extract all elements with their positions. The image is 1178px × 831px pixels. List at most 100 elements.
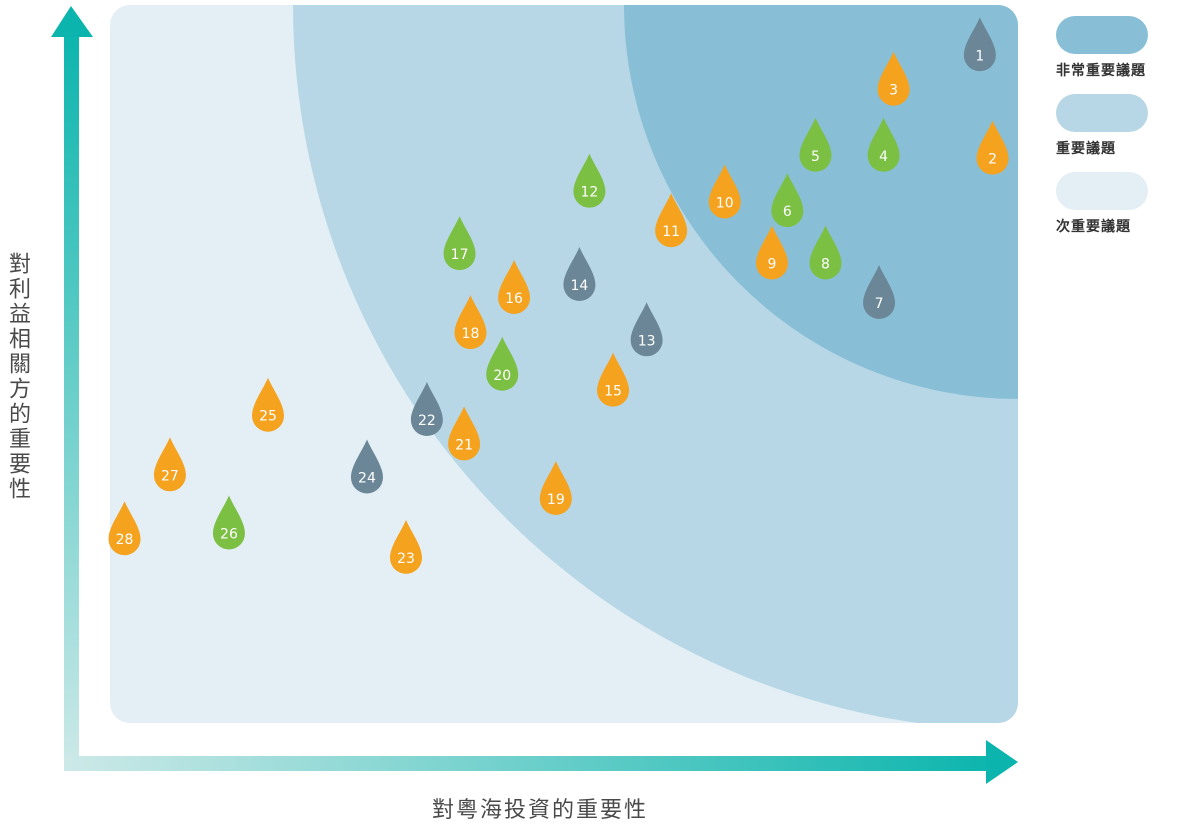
x-axis (64, 740, 1018, 784)
data-point-16: 16 (498, 259, 531, 314)
data-point-marker (809, 225, 842, 280)
data-point-22: 22 (410, 382, 443, 437)
data-point-label: 11 (662, 224, 680, 240)
data-point-4: 4 (867, 117, 900, 172)
data-point-label: 2 (988, 152, 997, 168)
data-point-marker (486, 336, 519, 391)
legend-swatch-secondary (1056, 172, 1148, 210)
x-axis-line (64, 756, 996, 771)
y-axis-line (64, 30, 79, 770)
legend-swatch-important (1056, 94, 1148, 132)
data-point-label: 12 (581, 185, 599, 201)
data-point-23: 23 (390, 519, 423, 574)
data-point-label: 25 (259, 409, 277, 425)
data-point-17: 17 (443, 216, 476, 271)
data-point-11: 11 (655, 193, 688, 248)
data-point-marker (410, 382, 443, 437)
x-axis-arrow (986, 740, 1018, 784)
data-point-label: 16 (505, 291, 523, 307)
data-point-marker (251, 377, 284, 432)
data-point-marker (573, 153, 606, 208)
y-axis (51, 6, 93, 770)
data-point-28: 28 (108, 501, 141, 556)
legend-label-secondary: 次重要議題 (1056, 219, 1131, 235)
data-point-marker (448, 406, 481, 461)
data-point-marker (863, 264, 896, 319)
data-point-3: 3 (877, 51, 910, 106)
legend-swatch-very-important (1056, 16, 1148, 54)
data-point-marker (630, 302, 663, 357)
data-point-marker (212, 495, 245, 550)
data-point-24: 24 (350, 439, 383, 494)
data-point-marker (153, 437, 186, 492)
data-point-label: 20 (493, 368, 511, 384)
data-point-label: 27 (161, 468, 179, 484)
data-point-label: 9 (767, 256, 776, 272)
data-point-label: 22 (418, 413, 436, 429)
data-point-marker (539, 460, 572, 515)
data-point-9: 9 (755, 225, 788, 280)
plot-area (110, 5, 1018, 723)
data-point-label: 10 (716, 195, 734, 211)
data-point-label: 21 (455, 437, 473, 453)
data-point-label: 17 (451, 247, 469, 263)
legend: 非常重要議題 重要議題 次重要議題 (1056, 16, 1176, 250)
data-point-marker (108, 501, 141, 556)
data-point-18: 18 (454, 295, 487, 350)
data-point-label: 13 (638, 333, 656, 349)
data-point-marker (655, 193, 688, 248)
data-point-label: 8 (821, 256, 830, 272)
data-point-13: 13 (630, 302, 663, 357)
data-point-25: 25 (251, 377, 284, 432)
data-point-12: 12 (573, 153, 606, 208)
data-point-10: 10 (708, 164, 741, 219)
data-point-marker (454, 295, 487, 350)
data-point-label: 15 (604, 384, 622, 400)
data-point-26: 26 (212, 495, 245, 550)
data-point-label: 23 (397, 551, 415, 567)
legend-label-very-important: 非常重要議題 (1056, 63, 1146, 79)
data-point-marker (563, 247, 596, 302)
legend-item-secondary: 次重要議題 (1056, 172, 1176, 236)
data-point-14: 14 (563, 247, 596, 302)
y-axis-arrow (51, 6, 93, 37)
data-point-label: 5 (811, 149, 820, 165)
data-point-marker (597, 352, 630, 407)
data-point-15: 15 (597, 352, 630, 407)
data-point-label: 14 (571, 278, 589, 294)
data-point-7: 7 (863, 264, 896, 319)
data-point-marker (390, 519, 423, 574)
data-point-21: 21 (448, 406, 481, 461)
data-point-20: 20 (486, 336, 519, 391)
data-points: 1234567891011121314151617181920212223242… (108, 17, 1009, 574)
data-point-label: 28 (116, 532, 134, 548)
legend-item-very-important: 非常重要議題 (1056, 16, 1176, 80)
data-point-label: 18 (462, 326, 480, 342)
data-point-marker (708, 164, 741, 219)
x-axis-label: 對粵海投資的重要性 (431, 798, 648, 823)
data-point-label: 19 (547, 492, 565, 508)
data-point-marker (443, 216, 476, 271)
data-point-marker (771, 173, 804, 228)
legend-label-important: 重要議題 (1056, 141, 1116, 157)
data-point-label: 6 (783, 204, 792, 220)
data-point-marker (877, 51, 910, 106)
data-point-6: 6 (771, 173, 804, 228)
data-point-8: 8 (809, 225, 842, 280)
data-point-2: 2 (976, 120, 1009, 175)
data-point-marker (976, 120, 1009, 175)
y-axis-label: 對利益相關方的重要性 (5, 252, 30, 502)
data-point-27: 27 (153, 437, 186, 492)
data-point-label: 26 (220, 526, 238, 542)
data-point-marker (799, 117, 832, 172)
data-point-marker (963, 17, 996, 72)
data-point-label: 4 (879, 149, 888, 165)
data-point-marker (755, 225, 788, 280)
data-point-marker (867, 117, 900, 172)
zone-important (293, 5, 1018, 723)
data-point-19: 19 (539, 460, 572, 515)
zone-very-important (624, 5, 1018, 399)
data-point-label: 1 (975, 48, 984, 64)
data-point-1: 1 (963, 17, 996, 72)
